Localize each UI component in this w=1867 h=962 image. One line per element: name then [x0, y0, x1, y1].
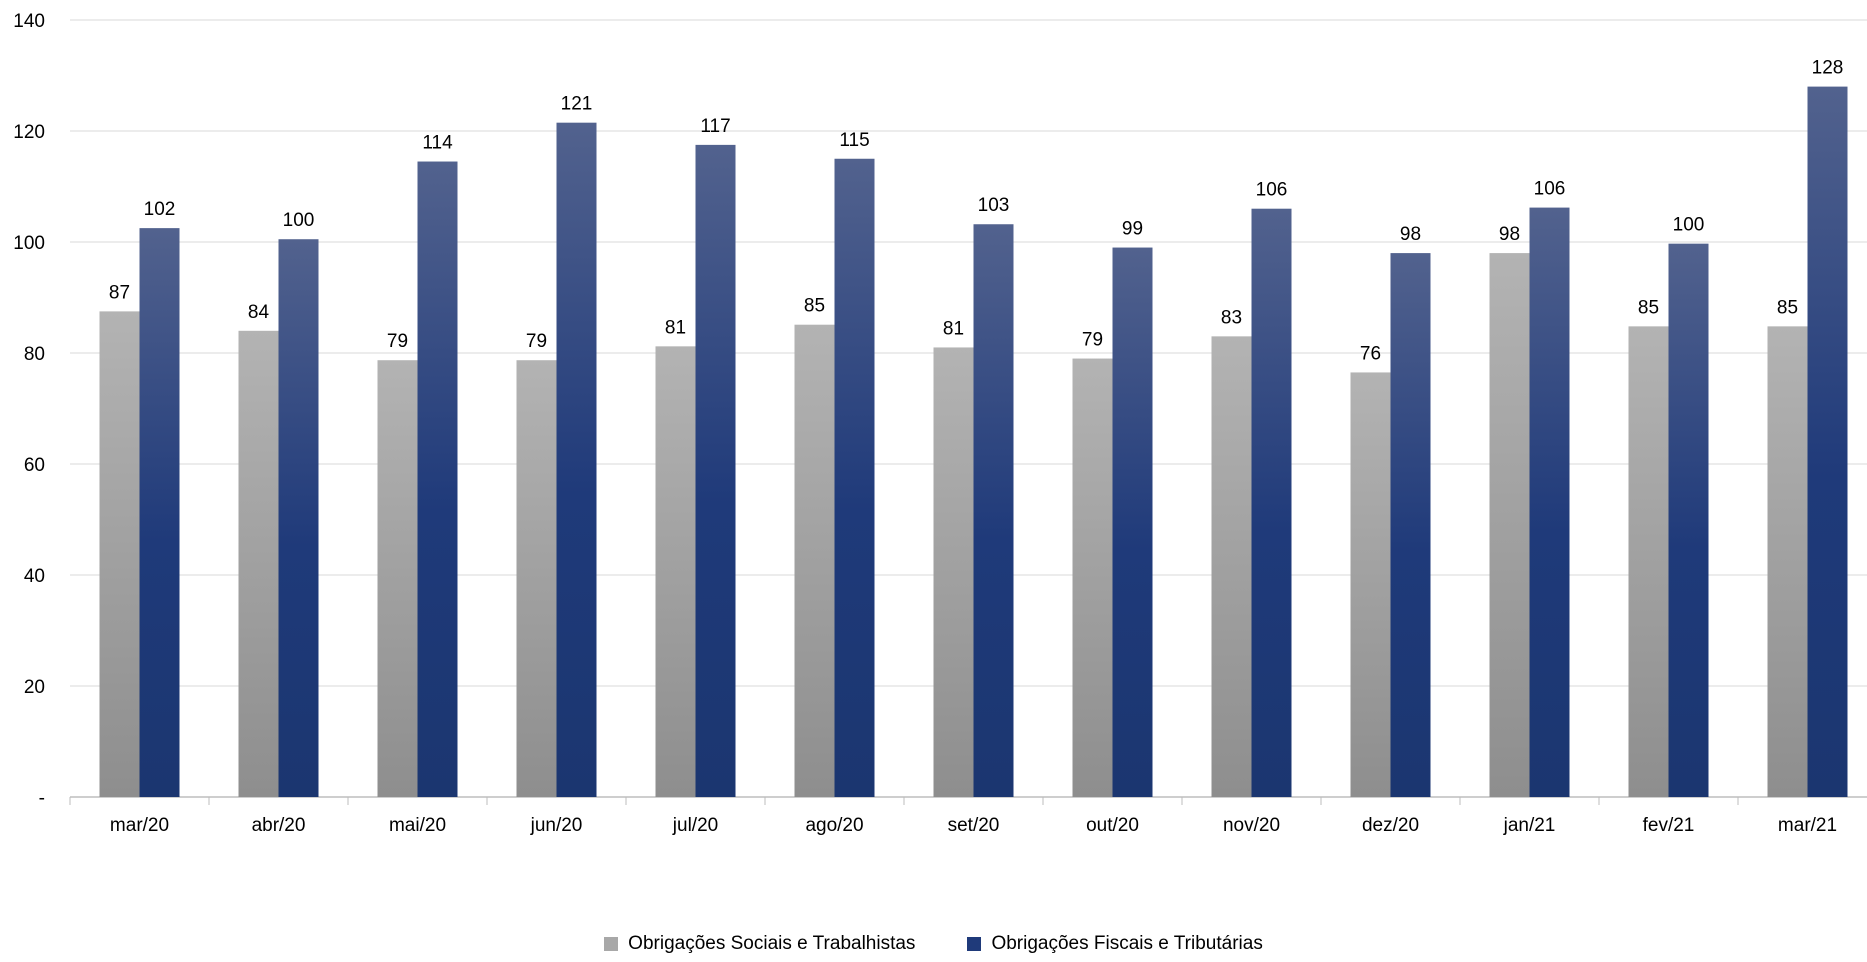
- bar-sociais: [794, 324, 835, 797]
- data-label: 85: [804, 296, 825, 317]
- y-tick-label: 140: [13, 11, 45, 32]
- legend-label-sociais: Obrigações Sociais e Trabalhistas: [628, 933, 916, 954]
- x-tick-label: mar/21: [1778, 815, 1837, 836]
- y-axis-ticks: - 20 40 60 80 100 120 140: [13, 11, 45, 809]
- bar-fiscais: [1251, 208, 1292, 797]
- bar-fiscais: [278, 239, 319, 798]
- data-label: 76: [1360, 343, 1381, 364]
- x-tick-label: ago/20: [805, 815, 863, 836]
- x-tick-label: jul/20: [672, 815, 718, 836]
- y-tick-label: 60: [24, 455, 45, 476]
- bar-fiscais: [1807, 86, 1848, 798]
- data-label: 98: [1400, 224, 1421, 245]
- data-label: 83: [1221, 307, 1242, 328]
- legend-swatch-fiscais: [967, 937, 982, 951]
- legend-swatch-sociais: [604, 937, 619, 951]
- data-label: 87: [109, 282, 130, 303]
- data-label: 114: [422, 133, 453, 154]
- data-label: 100: [283, 210, 315, 231]
- x-tick-label: mai/20: [389, 815, 446, 836]
- bar-sociais: [377, 360, 418, 797]
- bars: [99, 86, 1848, 798]
- data-label: 102: [144, 199, 176, 220]
- y-tick-label: 80: [24, 344, 45, 365]
- x-tick-label: nov/20: [1223, 815, 1280, 836]
- data-label: 98: [1499, 224, 1520, 245]
- x-axis-ticks: mar/20 abr/20 mai/20 jun/20 jul/20 ago/20 set/…: [69, 797, 1837, 836]
- bar-fiscais: [695, 144, 736, 797]
- data-label: 106: [1256, 180, 1288, 201]
- bar-fiscais: [1390, 253, 1431, 798]
- data-label: 115: [839, 130, 869, 151]
- y-tick-label: 40: [24, 566, 45, 587]
- bar-sociais: [99, 311, 140, 797]
- data-label: 121: [561, 94, 593, 115]
- bar-fiscais: [1112, 247, 1153, 798]
- data-label: 84: [248, 302, 270, 323]
- data-label: 99: [1122, 219, 1143, 240]
- data-label: 79: [387, 331, 408, 352]
- data-label: 106: [1534, 179, 1566, 200]
- bar-sociais: [1072, 358, 1113, 797]
- x-tick-label: out/20: [1086, 815, 1139, 836]
- bar-fiscais: [139, 228, 180, 797]
- bar-fiscais: [834, 158, 875, 797]
- bar-sociais: [1211, 336, 1252, 797]
- data-label: 79: [1082, 330, 1103, 351]
- y-tick-label: -: [39, 788, 45, 809]
- data-label: 81: [943, 318, 964, 339]
- x-tick-label: mar/20: [110, 815, 169, 836]
- legend: Obrigações Sociais e Trabalhistas Obriga…: [0, 933, 1867, 955]
- x-tick-label: jan/21: [1503, 815, 1556, 836]
- data-label: 85: [1777, 297, 1798, 318]
- bar-fiscais: [1668, 243, 1709, 798]
- bar-fiscais: [973, 224, 1014, 798]
- bar-sociais: [516, 360, 557, 797]
- x-tick-label: abr/20: [252, 815, 306, 836]
- data-labels: 87 102 84 100 79 114 79 121 81 117 85 115 81 103 79 99 8…: [109, 58, 1843, 365]
- data-label: 85: [1638, 297, 1659, 318]
- bar-sociais: [1489, 253, 1530, 798]
- data-label: 117: [700, 116, 730, 137]
- legend-item-sociais: Obrigações Sociais e Trabalhistas: [604, 933, 915, 955]
- bar-fiscais: [1529, 207, 1570, 798]
- bar-fiscais: [417, 161, 458, 797]
- x-tick-label: dez/20: [1362, 815, 1419, 836]
- bar-sociais: [238, 330, 279, 797]
- x-tick-label: jun/20: [530, 815, 583, 836]
- data-label: 100: [1673, 215, 1705, 236]
- data-label: 103: [978, 195, 1010, 216]
- x-tick-label: fev/21: [1643, 815, 1695, 836]
- legend-item-fiscais: Obrigações Fiscais e Tributárias: [967, 933, 1263, 955]
- data-label: 79: [526, 331, 547, 352]
- y-tick-label: 100: [13, 233, 45, 254]
- bar-fiscais: [556, 122, 597, 798]
- bar-sociais: [1767, 326, 1808, 797]
- bar-sociais: [933, 347, 974, 797]
- y-tick-label: 120: [13, 122, 45, 143]
- bar-sociais: [655, 346, 696, 797]
- y-tick-label: 20: [24, 677, 45, 698]
- data-label: 128: [1812, 58, 1844, 79]
- x-tick-label: set/20: [948, 815, 1000, 836]
- legend-label-fiscais: Obrigações Fiscais e Tributárias: [991, 933, 1263, 954]
- bar-sociais: [1350, 372, 1391, 797]
- bar-sociais: [1628, 326, 1669, 797]
- data-label: 81: [665, 317, 686, 338]
